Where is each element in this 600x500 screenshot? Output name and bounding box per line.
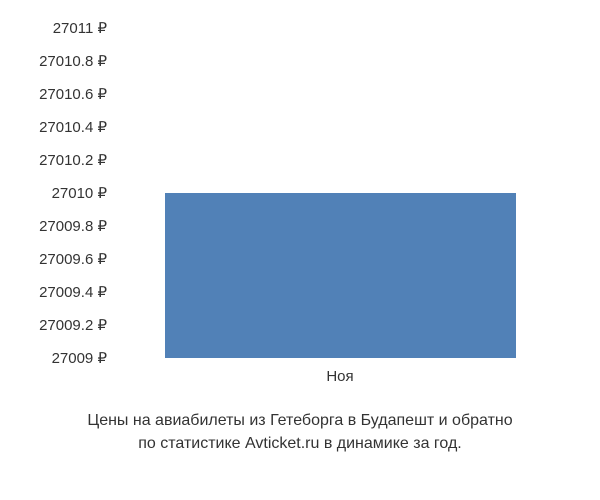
y-tick-label: 27009.2 ₽ (39, 316, 107, 334)
y-tick-label: 27010.4 ₽ (39, 118, 107, 136)
chart-container: 27011 ₽ 27010.8 ₽ 27010.6 ₽ 27010.4 ₽ 27010.… (0, 20, 600, 380)
y-tick-label: 27009 ₽ (52, 349, 107, 367)
caption-line1: Цены на авиабилеты из Гетеборга в Будапе… (0, 410, 600, 432)
y-tick-label: 27009.4 ₽ (39, 283, 107, 301)
x-tick-label: Ноя (326, 368, 353, 385)
bar (165, 193, 516, 358)
y-tick-label: 27009.6 ₽ (39, 250, 107, 268)
y-tick-label: 27009.8 ₽ (39, 217, 107, 235)
caption-line2: по статистике Avticket.ru в динамике за … (0, 433, 600, 455)
y-tick-label: 27010 ₽ (52, 184, 107, 202)
y-tick-label: 27010.2 ₽ (39, 151, 107, 169)
chart-caption: Цены на авиабилеты из Гетеборга в Будапе… (0, 410, 600, 455)
y-tick-label: 27011 ₽ (53, 19, 107, 37)
plot-area: Ноя (115, 28, 565, 358)
y-tick-label: 27010.8 ₽ (39, 52, 107, 70)
y-axis: 27011 ₽ 27010.8 ₽ 27010.6 ₽ 27010.4 ₽ 27010.… (0, 20, 115, 380)
y-tick-label: 27010.6 ₽ (39, 85, 107, 103)
